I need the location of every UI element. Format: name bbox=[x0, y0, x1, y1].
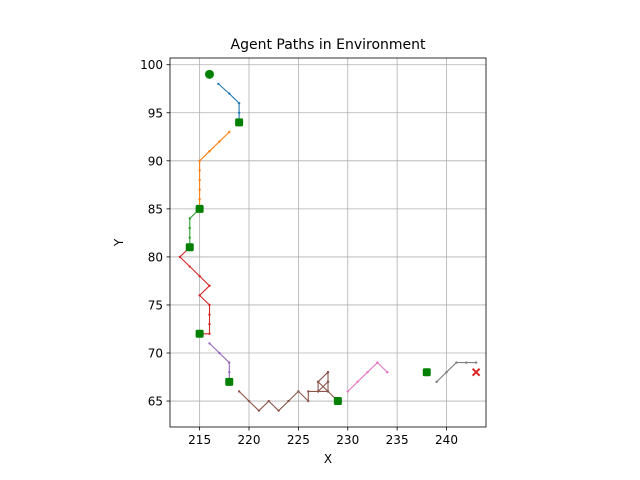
series-point bbox=[188, 265, 191, 268]
series-point bbox=[455, 361, 458, 364]
series-point bbox=[356, 380, 359, 384]
series-point bbox=[237, 390, 241, 393]
series-line bbox=[218, 83, 240, 123]
series-point bbox=[326, 390, 330, 393]
series-line bbox=[199, 131, 230, 209]
goal-marker-stroke bbox=[471, 368, 481, 377]
x-tick-label: 230 bbox=[336, 433, 359, 447]
series-point bbox=[198, 159, 201, 163]
series-point bbox=[198, 294, 201, 297]
series-point bbox=[208, 284, 211, 287]
series-point bbox=[237, 111, 241, 114]
y-tick-label: 70 bbox=[148, 347, 163, 361]
series-point bbox=[435, 380, 438, 384]
series-point bbox=[307, 399, 310, 403]
series-point bbox=[208, 322, 211, 326]
x-tick-label: 220 bbox=[238, 433, 261, 447]
series-line bbox=[189, 208, 200, 248]
series-point bbox=[277, 409, 280, 412]
series-point bbox=[198, 169, 201, 172]
series-point bbox=[346, 390, 349, 393]
waypoint-marker bbox=[185, 243, 194, 252]
waypoint-marker bbox=[333, 397, 342, 406]
y-tick-label: 90 bbox=[148, 154, 163, 168]
series-point bbox=[218, 351, 221, 355]
series-point bbox=[208, 303, 211, 307]
plot-frame bbox=[169, 57, 487, 428]
series-point bbox=[247, 399, 251, 403]
waypoint-marker bbox=[235, 118, 244, 127]
chart-title: Agent Paths in Environment bbox=[231, 37, 427, 53]
tick-layer: 215 220 225 230 235 240 65 70 75 80 85 90 95 100 bbox=[140, 58, 458, 447]
y-tick-label: 85 bbox=[148, 202, 163, 216]
series-point bbox=[198, 274, 201, 278]
series-point bbox=[297, 390, 300, 393]
series-point bbox=[228, 371, 231, 374]
series-point bbox=[237, 101, 241, 105]
series-point bbox=[267, 399, 270, 403]
series-point bbox=[188, 226, 191, 230]
series-point bbox=[326, 380, 330, 384]
y-tick-label: 80 bbox=[148, 250, 163, 264]
series-point bbox=[386, 371, 389, 374]
y-tick-label: 75 bbox=[148, 298, 163, 312]
waypoint-marker bbox=[422, 368, 431, 377]
series-point bbox=[228, 361, 231, 364]
y-tick-label: 65 bbox=[148, 395, 163, 409]
series-point bbox=[208, 313, 211, 316]
series-point bbox=[257, 409, 261, 412]
series-line bbox=[436, 362, 477, 383]
waypoint-marker bbox=[225, 377, 234, 386]
series-point bbox=[228, 130, 231, 134]
series-point bbox=[316, 390, 320, 393]
x-tick-label: 215 bbox=[188, 433, 211, 447]
series-point bbox=[188, 236, 191, 239]
series-point bbox=[316, 380, 320, 384]
marker-layer bbox=[185, 69, 481, 406]
y-tick-label: 100 bbox=[140, 58, 163, 72]
series-point bbox=[198, 188, 201, 191]
waypoint-marker bbox=[195, 204, 204, 213]
series-point bbox=[326, 371, 330, 374]
series-line bbox=[347, 361, 388, 392]
series-point bbox=[465, 361, 468, 364]
series-layer bbox=[178, 82, 478, 412]
series-point bbox=[445, 371, 448, 374]
series-point bbox=[307, 390, 310, 393]
series-line bbox=[209, 343, 230, 382]
x-axis-label: X bbox=[324, 452, 332, 466]
goal-marker bbox=[471, 368, 481, 377]
series-point bbox=[208, 150, 211, 153]
y-tick-label: 95 bbox=[148, 106, 163, 120]
x-tick-label: 240 bbox=[435, 433, 458, 447]
series-point bbox=[376, 361, 379, 364]
series-point bbox=[228, 92, 231, 95]
x-tick-label: 225 bbox=[287, 433, 310, 447]
series-point bbox=[188, 217, 191, 220]
start-marker bbox=[205, 69, 214, 79]
series-line bbox=[238, 371, 339, 412]
series-point bbox=[198, 178, 201, 182]
series-point bbox=[218, 140, 221, 143]
series-point bbox=[287, 399, 290, 403]
y-axis-label: Y bbox=[112, 238, 126, 247]
series-point bbox=[178, 255, 182, 259]
series-point bbox=[217, 82, 220, 86]
series-point bbox=[208, 332, 211, 335]
series-point bbox=[198, 198, 201, 201]
waypoint-marker bbox=[195, 329, 204, 338]
x-tick-label: 235 bbox=[386, 433, 409, 447]
series-line bbox=[179, 246, 211, 335]
series-point bbox=[474, 361, 478, 364]
series-point bbox=[366, 371, 369, 374]
series-point bbox=[208, 342, 211, 345]
grid bbox=[170, 58, 486, 427]
